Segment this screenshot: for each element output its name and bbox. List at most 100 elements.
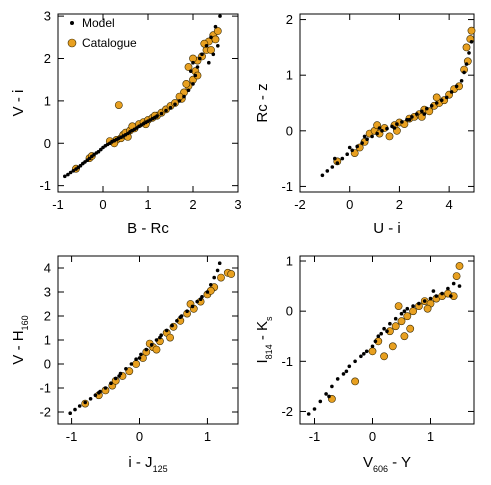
- x-tick-label: 0: [369, 429, 376, 444]
- catalogue-point: [467, 26, 476, 35]
- model-point: [134, 357, 138, 362]
- y-tick-label: -1: [39, 381, 51, 396]
- model-point: [164, 328, 169, 333]
- model-point: [154, 338, 159, 342]
- x-tick-label: -2: [294, 197, 306, 212]
- x-tick-label: 2: [189, 197, 196, 212]
- model-point: [306, 412, 311, 416]
- catalogue-point: [423, 304, 432, 313]
- model-point: [158, 335, 162, 340]
- model-point: [347, 364, 352, 369]
- model-point: [330, 384, 334, 389]
- y-tick-label: 2: [44, 51, 51, 66]
- y-axis-label: V - H160: [10, 315, 30, 364]
- model-point: [139, 352, 143, 357]
- y-tick-label: 1: [286, 68, 293, 83]
- model-point: [410, 115, 414, 119]
- model-point: [380, 129, 384, 133]
- model-point: [215, 268, 220, 273]
- x-axis-label-main: V: [363, 454, 373, 471]
- y-tick-label: -1: [281, 179, 293, 194]
- y-axis-label: I814 - Ks: [254, 316, 274, 364]
- y-tick-label: 4: [44, 261, 51, 276]
- model-point: [379, 331, 384, 336]
- catalogue-point: [455, 262, 464, 270]
- model-point: [168, 105, 173, 110]
- model-point: [341, 372, 346, 376]
- model-point: [209, 35, 213, 40]
- model-point: [405, 117, 409, 122]
- model-point: [68, 170, 73, 175]
- y-tick-label: 0: [44, 357, 51, 372]
- model-point: [362, 352, 366, 356]
- model-point: [350, 148, 355, 153]
- catalogue-point: [432, 93, 441, 102]
- model-point: [177, 99, 182, 103]
- model-point: [324, 392, 328, 396]
- panel-bottom-right: -1 0 1 -2 -1 0 1 V606 - Y I814 - Ks: [254, 254, 475, 474]
- model-point: [333, 156, 337, 161]
- model-point: [87, 156, 92, 161]
- model-point: [109, 381, 113, 386]
- model-point: [213, 24, 218, 29]
- model-point: [204, 44, 209, 48]
- y-tick-label: 0: [286, 304, 293, 319]
- model-point: [200, 52, 204, 57]
- model-point: [335, 161, 340, 165]
- catalogue-point: [351, 377, 359, 386]
- y-tick-label: 3: [44, 285, 51, 300]
- x-axis-label: i - J125: [128, 454, 167, 474]
- model-point: [353, 359, 357, 364]
- model-point: [325, 169, 330, 173]
- model-point: [392, 126, 397, 130]
- model-point: [195, 65, 200, 69]
- model-point: [129, 362, 134, 366]
- model-point: [193, 73, 198, 78]
- model-point: [320, 173, 325, 178]
- legend-model-marker: [70, 21, 74, 25]
- catalogue-point: [391, 322, 400, 331]
- model-point: [335, 377, 340, 381]
- x-tick-label: -1: [66, 429, 78, 444]
- y-axis-label-subscript: 814: [264, 344, 274, 359]
- model-point: [218, 14, 222, 18]
- x-axis-label-subscript: 125: [153, 464, 168, 474]
- model-point: [440, 291, 444, 296]
- x-tick-label: 1: [204, 429, 211, 444]
- catalogue-point: [132, 360, 140, 368]
- model-point: [175, 319, 179, 323]
- x-tick-label: 0: [136, 429, 143, 444]
- catalogue-point: [213, 27, 222, 35]
- x-axis-label-suffix: - Y: [388, 454, 411, 471]
- x-axis-label: V606 - Y: [363, 454, 411, 474]
- model-point: [359, 354, 363, 359]
- x-tick-label: 3: [234, 197, 241, 212]
- x-tick-label: 4: [446, 197, 453, 212]
- y-tick-label: -2: [39, 405, 51, 420]
- model-point: [385, 329, 389, 334]
- y-tick-label: 1: [44, 333, 51, 348]
- model-point: [344, 369, 349, 374]
- y-tick-label: 1: [286, 254, 293, 269]
- x-axis-label: B - Rc: [127, 220, 169, 237]
- y-axis-label-main: Rc - z: [254, 83, 271, 122]
- model-point: [464, 62, 469, 66]
- model-point: [137, 356, 142, 360]
- catalogue-point: [152, 345, 161, 354]
- y-axis-label: Rc - z: [254, 83, 271, 122]
- model-point: [385, 126, 389, 131]
- model-point: [370, 344, 375, 349]
- x-axis-label-main: B - Rc: [127, 220, 169, 237]
- model-point: [422, 112, 427, 116]
- x-axis-label: U - i: [373, 220, 401, 237]
- model-point: [191, 82, 195, 86]
- catalogue-point: [380, 352, 388, 361]
- x-axis-label-main: i - J: [128, 454, 152, 471]
- model-point: [459, 79, 464, 83]
- x-tick-label: -1: [52, 197, 64, 212]
- model-point: [411, 304, 415, 308]
- model-point: [449, 90, 454, 94]
- model-point: [439, 98, 444, 102]
- model-point: [365, 137, 369, 141]
- model-point: [97, 391, 101, 395]
